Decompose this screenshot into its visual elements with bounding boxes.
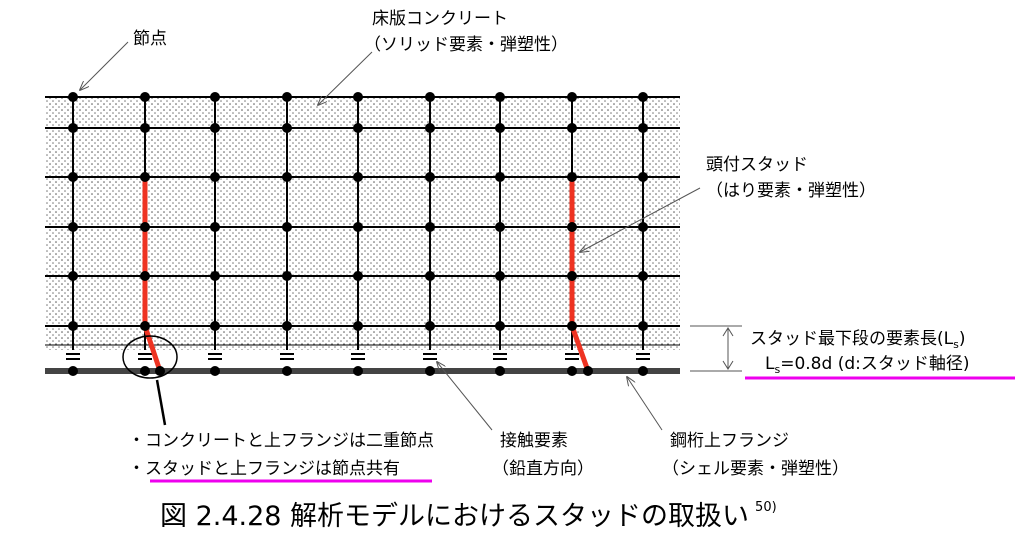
node [638,222,648,232]
node [567,222,577,232]
subscript: s [953,338,959,351]
highlight-circle [122,335,178,379]
node [140,222,150,232]
node [282,123,292,133]
label: ・コンクリートと上フランジは二重節点 [128,431,434,451]
slab-fill [45,97,680,350]
label: Ls=0.8d (d:スタッド軸径) [765,354,969,376]
label: スタッド最下段の要素長(Ls) [750,329,965,351]
node [353,321,363,331]
node [425,172,435,182]
label: ・スタッドと上フランジは節点共有 [128,459,400,479]
node [210,222,220,232]
node [425,366,435,376]
node [638,271,648,281]
node [495,123,505,133]
label: （はり要素・弾塑性） [706,181,876,201]
node [638,366,648,376]
subscript: s [774,363,780,376]
node [567,92,577,102]
node [282,222,292,232]
node [68,222,78,232]
node [567,366,577,376]
label: （シェル要素・弾塑性） [662,459,849,479]
node [68,92,78,102]
node [68,366,78,376]
text: L [765,354,775,374]
node [583,366,593,376]
node [638,123,648,133]
label: 接触要素 [500,431,568,451]
node [282,92,292,102]
node [140,123,150,133]
node [495,321,505,331]
label: 床版コンクリート [372,9,508,29]
node [68,321,78,331]
node [425,222,435,232]
node [210,92,220,102]
node [353,222,363,232]
node [638,321,648,331]
node [425,123,435,133]
node [353,271,363,281]
node [68,172,78,182]
node [567,321,577,331]
caption-text: 図 2.4.28 解析モデルにおけるスタッドの取扱い [160,501,749,532]
label: 鋼桁上フランジ [670,431,789,451]
node [282,172,292,182]
nodes [68,92,648,376]
node [638,172,648,182]
node [68,271,78,281]
node [210,172,220,182]
node [567,271,577,281]
node [210,321,220,331]
text: =0.8d (d:スタッド軸径) [780,354,969,374]
node [638,92,648,102]
node [495,172,505,182]
text: ) [959,329,966,349]
node [353,172,363,182]
text: スタッド最下段の要素長(L [750,329,954,349]
node [210,271,220,281]
node [495,271,505,281]
leader [155,379,167,426]
node [282,271,292,281]
node [495,366,505,376]
node [567,123,577,133]
node [155,366,165,376]
label: 節点 [133,29,167,49]
node [140,92,150,102]
label: （ソリッド要素・弾塑性） [364,35,568,55]
node [282,366,292,376]
node [140,366,150,376]
leaders [80,41,742,431]
node [425,271,435,281]
node [282,321,292,331]
label: （鉛直方向） [492,459,594,479]
node [140,172,150,182]
caption: 図 2.4.28 解析モデルにおけるスタッドの取扱い 50) [160,500,777,532]
node [495,222,505,232]
caption-ref: 50) [755,500,777,515]
node [210,123,220,133]
node [425,321,435,331]
node [425,92,435,102]
node [495,92,505,102]
node [353,92,363,102]
node [68,123,78,133]
node [567,172,577,182]
node [210,366,220,376]
node [353,123,363,133]
node [140,271,150,281]
node [353,366,363,376]
node [140,321,150,331]
label: 頭付スタッド [706,155,808,175]
